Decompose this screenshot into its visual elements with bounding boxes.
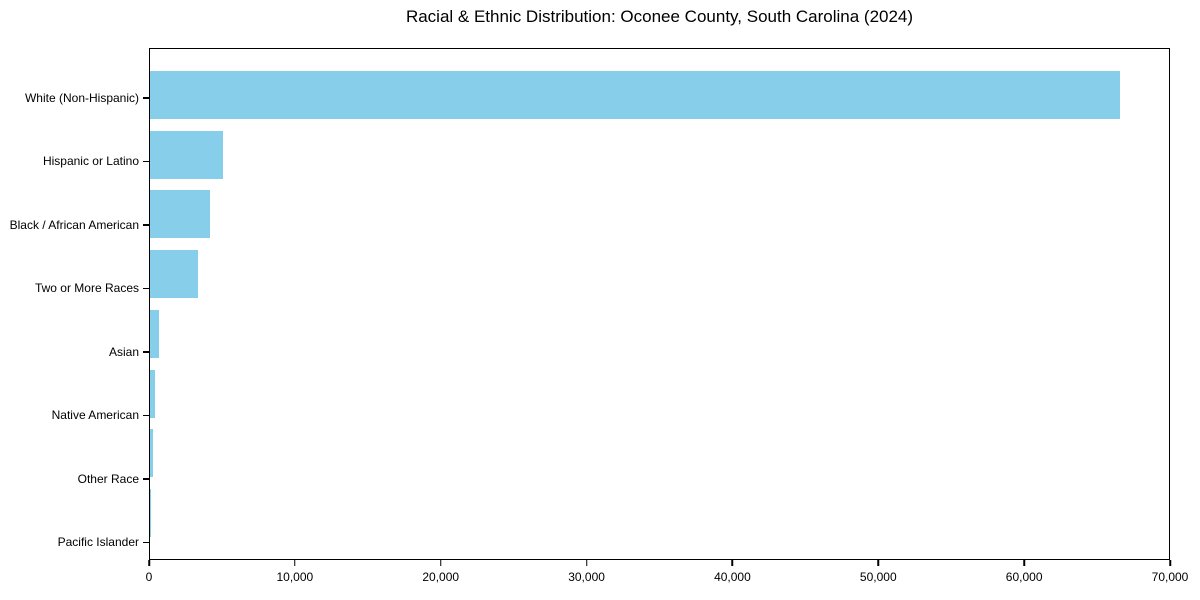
bar-row-pacific-islander [150, 483, 1169, 543]
y-tick-label-two-or-more-races: Two or More Races [34, 281, 139, 296]
y-tick-mark [143, 224, 149, 226]
x-tick-label-30-000: 30,000 [568, 570, 605, 584]
y-tick-mark [143, 287, 149, 289]
y-label-row-black-african-american: Black / African American [0, 193, 149, 257]
bar-other-race [150, 429, 153, 478]
y-tick-mark [143, 478, 149, 480]
x-tick-label-60-000: 60,000 [1005, 570, 1043, 584]
x-tick-mark [1169, 560, 1171, 566]
bar-two-or-more-races [150, 250, 199, 299]
bar-row-white-non-hispanic [150, 65, 1169, 125]
y-label-row-two-or-more-races: Two or More Races [0, 257, 149, 321]
y-label-row-asian: Asian [0, 320, 149, 384]
y-tick-mark [143, 351, 149, 353]
y-tick-label-other-race: Other Race [77, 471, 139, 486]
y-tick-label-hispanic-or-latino: Hispanic or Latino [42, 154, 139, 169]
bar-row-black-african-american [150, 185, 1169, 245]
y-tick-mark [143, 414, 149, 416]
x-tick-mark [585, 560, 588, 566]
x-tick-mark [1023, 560, 1025, 566]
x-tick-label-50-000: 50,000 [859, 570, 897, 584]
y-tick-label-black-african-american: Black / African American [9, 217, 139, 232]
y-label-row-pacific-islander: Pacific Islander [0, 511, 149, 575]
y-tick-mark [143, 160, 149, 162]
bar-white-non-hispanic [150, 70, 1120, 119]
x-tick-label-20-000: 20,000 [422, 570, 460, 584]
y-tick-mark [143, 97, 149, 99]
y-tick-label-asian: Asian [108, 344, 139, 359]
x-tick-mark [294, 560, 296, 566]
chart-title: Racial & Ethnic Distribution: Oconee Cou… [405, 7, 914, 26]
x-tick-label-70-000: 70,000 [1151, 570, 1189, 584]
x-axis: 0 10,000 20,000 30,000 40,000 50,000 60,000 70,… [145, 560, 1188, 596]
x-tick-label-40-000: 40,000 [714, 570, 751, 584]
bar-black-african-american [150, 190, 210, 239]
y-tick-label-white-non-hispanic: White (Non-Hispanic) [24, 90, 139, 105]
y-label-row-other-race: Other Race [0, 447, 149, 511]
x-tick-mark [877, 560, 880, 566]
y-tick-label-pacific-islander: Pacific Islander [57, 535, 139, 550]
bar-row-other-race [150, 424, 1169, 484]
bar-row-native-american [150, 364, 1169, 424]
bar-row-asian [150, 304, 1169, 364]
x-tick-mark [148, 560, 150, 566]
bar-hispanic-or-latino [150, 130, 223, 179]
y-tick-label-native-american: Native American [51, 408, 139, 423]
y-label-row-white-non-hispanic: White (Non-Hispanic) [0, 66, 149, 130]
y-tick-mark [143, 541, 149, 543]
bar-row-hispanic-or-latino [150, 125, 1169, 185]
bar-asian [150, 309, 159, 358]
bar-row-two-or-more-races [150, 244, 1169, 304]
y-label-row-native-american: Native American [0, 384, 149, 448]
x-tick-label-10-000: 10,000 [276, 570, 314, 584]
x-tick-mark [731, 560, 734, 566]
plot-area [149, 48, 1170, 560]
y-axis: White (Non-Hispanic) Hispanic or Latino Bl… [0, 50, 149, 590]
bar-native-american [150, 369, 156, 418]
y-label-row-hispanic-or-latino: Hispanic or Latino [0, 130, 149, 194]
x-tick-mark [439, 560, 442, 566]
x-tick-label-0: 0 [145, 570, 153, 584]
